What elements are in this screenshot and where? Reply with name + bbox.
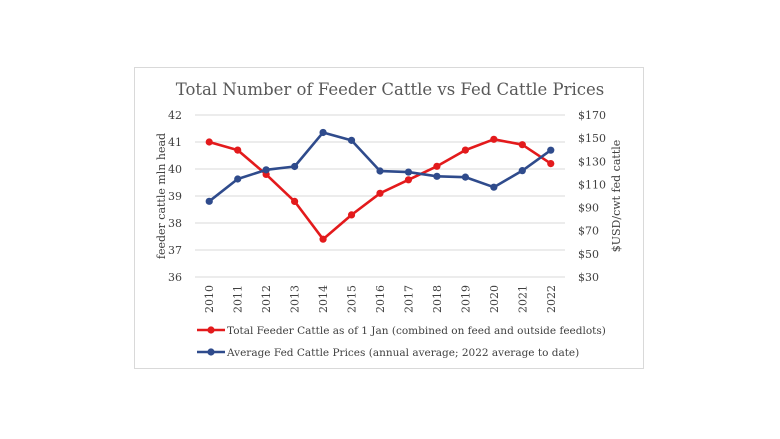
right-tick-label: $130	[578, 155, 606, 168]
data-point	[376, 167, 384, 175]
right-tick-label: $30	[578, 271, 599, 284]
data-point	[205, 197, 213, 205]
x-tick-label: 2015	[346, 285, 359, 313]
x-tick-label: 2021	[516, 285, 529, 313]
data-point	[291, 197, 299, 205]
series-layer	[205, 128, 555, 243]
data-point	[205, 138, 213, 146]
x-tick-label: 2011	[232, 285, 245, 313]
x-tick-label: 2012	[260, 285, 273, 313]
data-point	[347, 211, 356, 219]
legend-marker	[207, 326, 215, 334]
x-tick-label: 2019	[459, 285, 472, 313]
left-tick-label: 36	[168, 271, 182, 284]
data-point	[319, 128, 327, 137]
data-point	[347, 136, 356, 144]
data-point	[518, 167, 526, 175]
legend: Total Feeder Cattle as of 1 Jan (combine…	[197, 325, 606, 359]
chart-frame: Total Number of Feeder Cattle vs Fed Cat…	[134, 67, 644, 369]
x-tick-label: 2014	[317, 285, 330, 313]
data-point	[234, 146, 242, 154]
left-tick-label: 38	[168, 217, 182, 230]
x-tick-label: 2013	[289, 285, 302, 313]
data-point	[404, 168, 413, 176]
data-point	[547, 160, 555, 168]
x-tick-label: 2022	[545, 285, 558, 313]
right-tick-label: $170	[578, 109, 606, 122]
left-axis-ticks: 36 37 38 39 40 41 42	[168, 109, 182, 284]
x-tick-label: 2017	[402, 285, 415, 313]
data-point	[490, 183, 498, 191]
right-axis-ticks: $30 $50 $70 $90 $110 $130 $150 $170	[578, 109, 606, 284]
data-point	[234, 175, 242, 183]
data-point	[490, 135, 498, 143]
x-tick-label: 2020	[488, 285, 501, 313]
data-point	[518, 141, 526, 149]
left-tick-label: 39	[168, 190, 182, 203]
y-axis-left-title: feeder cattle mln head	[155, 133, 168, 259]
right-tick-label: $50	[578, 248, 599, 261]
x-axis-ticks: 2010 2011 2012 2013 2014 2015 2016 2017 2018 2019…	[203, 285, 558, 313]
right-tick-label: $90	[578, 202, 599, 215]
data-point	[404, 176, 413, 184]
data-point	[461, 146, 469, 154]
data-point	[319, 235, 327, 243]
data-point	[433, 162, 441, 170]
right-tick-label: $110	[578, 178, 606, 191]
y-axis-right-title: $USD/cwt fed cattle	[610, 140, 623, 253]
legend-label: Average Fed Cattle Prices (annual averag…	[226, 347, 579, 359]
right-tick-label: $70	[578, 225, 599, 238]
chart-title: Total Number of Feeder Cattle vs Fed Cat…	[176, 80, 605, 99]
x-tick-label: 2016	[374, 285, 387, 313]
data-point	[262, 166, 270, 174]
right-tick-label: $150	[578, 132, 606, 145]
legend-marker	[207, 348, 215, 356]
data-point	[291, 162, 299, 171]
left-tick-label: 37	[168, 244, 182, 257]
legend-label: Total Feeder Cattle as of 1 Jan (combine…	[227, 325, 606, 337]
x-tick-label: 2010	[203, 285, 216, 313]
line-chart: Total Number of Feeder Cattle vs Fed Cat…	[155, 80, 623, 359]
left-tick-label: 41	[168, 136, 182, 149]
left-tick-label: 42	[168, 109, 182, 122]
data-point	[461, 173, 469, 181]
data-point	[547, 146, 555, 154]
left-tick-label: 40	[168, 163, 182, 176]
data-point	[433, 172, 441, 180]
series-line-1	[208, 138, 552, 241]
data-point	[376, 189, 384, 197]
x-tick-label: 2018	[431, 285, 444, 313]
